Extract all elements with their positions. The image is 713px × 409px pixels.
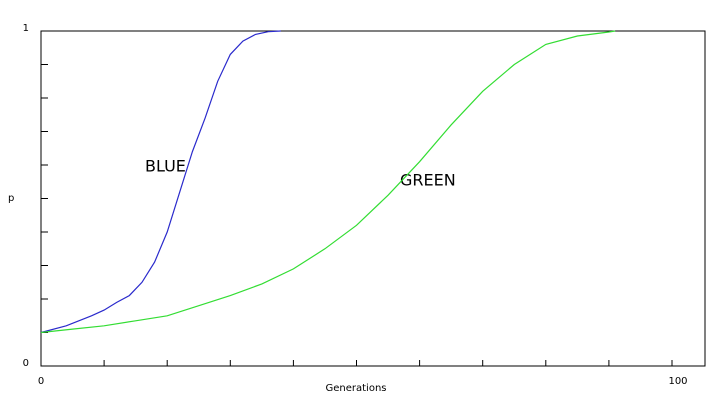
y-tick-label: 0 bbox=[23, 358, 29, 369]
x-tick-label: 100 bbox=[668, 376, 687, 387]
y-axis-label: p bbox=[8, 193, 14, 204]
series-label: BLUE bbox=[145, 157, 186, 176]
plot-frame bbox=[40, 30, 706, 367]
series-label: GREEN bbox=[400, 171, 456, 190]
x-tick-label: 0 bbox=[38, 376, 44, 387]
series-line bbox=[40, 30, 281, 334]
y-tick-label: 1 bbox=[23, 23, 29, 34]
x-axis-label: Generations bbox=[326, 383, 387, 394]
series-line bbox=[40, 30, 616, 334]
